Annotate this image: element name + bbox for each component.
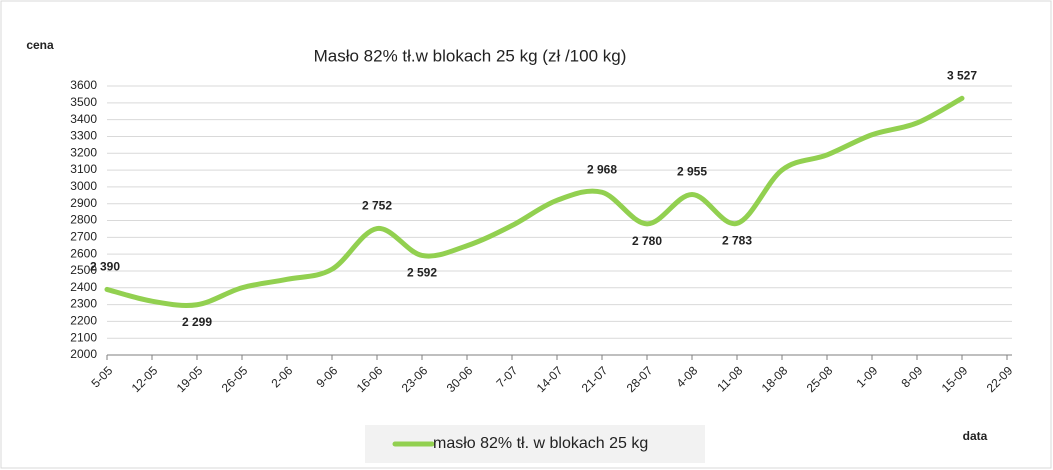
y-tick-label: 3100 bbox=[70, 162, 97, 176]
y-tick-label: 3600 bbox=[70, 78, 97, 92]
data-label: 2 752 bbox=[362, 199, 392, 213]
y-tick-label: 3300 bbox=[70, 129, 97, 143]
y-tick-label: 2800 bbox=[70, 213, 97, 227]
y-axis-label: cena bbox=[26, 38, 54, 52]
y-tick-label: 3200 bbox=[70, 145, 97, 159]
y-tick-label: 2100 bbox=[70, 330, 97, 344]
data-label: 2 592 bbox=[407, 266, 437, 280]
y-tick-label: 3500 bbox=[70, 95, 97, 109]
y-tick-label: 2900 bbox=[70, 196, 97, 210]
y-tick-label: 3400 bbox=[70, 112, 97, 126]
data-label: 2 968 bbox=[587, 162, 617, 176]
legend-label: masło 82% tł. w blokach 25 kg bbox=[433, 435, 648, 452]
y-tick-label: 2200 bbox=[70, 314, 97, 328]
data-label: 3 527 bbox=[947, 68, 977, 82]
data-line bbox=[104, 95, 965, 308]
data-label: 2 390 bbox=[90, 260, 120, 274]
data-label: 2 955 bbox=[677, 165, 707, 179]
data-label: 2 299 bbox=[182, 315, 212, 329]
y-tick-label: 3000 bbox=[70, 179, 97, 193]
chart-title: Masło 82% tł.w blokach 25 kg (zł /100 kg… bbox=[314, 46, 627, 65]
y-tick-label: 2300 bbox=[70, 297, 97, 311]
y-tick-label: 2600 bbox=[70, 246, 97, 260]
x-axis-label: data bbox=[963, 429, 988, 443]
y-tick-label: 2500 bbox=[70, 263, 97, 277]
y-tick-label: 2700 bbox=[70, 229, 97, 243]
data-label: 2 780 bbox=[632, 234, 662, 248]
data-label: 2 783 bbox=[722, 234, 752, 248]
y-tick-label: 2400 bbox=[70, 280, 97, 294]
y-tick-label: 2000 bbox=[70, 347, 97, 361]
